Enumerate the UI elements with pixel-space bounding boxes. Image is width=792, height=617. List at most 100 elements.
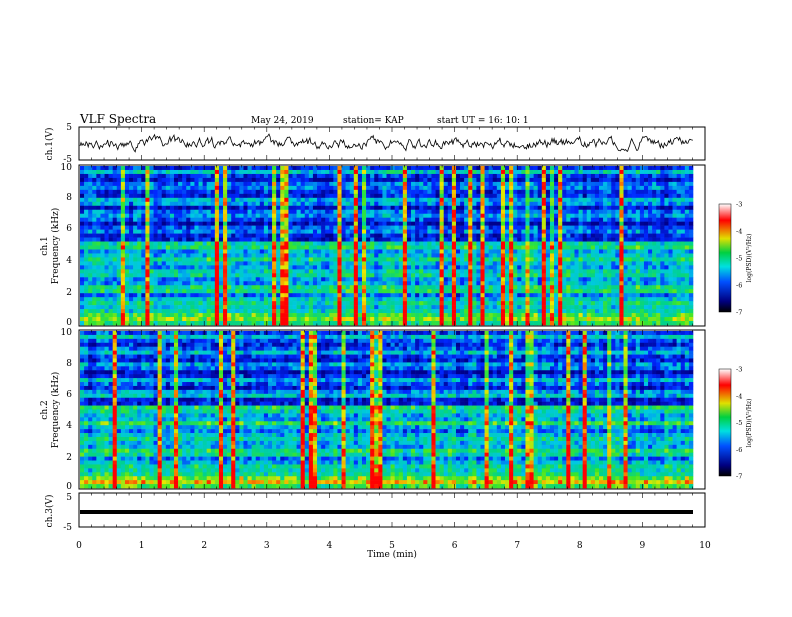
spectrogram-cell — [116, 225, 122, 230]
spectrogram-cell — [292, 197, 297, 203]
spectrogram-cell — [406, 317, 412, 322]
spectrogram-cell — [537, 241, 543, 246]
spectrogram-cell — [492, 205, 498, 211]
spectrogram-cell — [272, 177, 277, 183]
spectrogram-cell — [214, 261, 220, 266]
spectrogram-cell — [374, 257, 379, 262]
spectrogram-cell — [235, 201, 240, 207]
spectrogram-cell — [345, 241, 351, 246]
spectrogram-cell — [509, 185, 514, 191]
spectrogram-cell — [288, 166, 293, 171]
spectrogram-cell — [398, 293, 404, 298]
spectrogram-cell — [100, 181, 105, 187]
spectrogram-cell — [484, 193, 489, 199]
spectrogram-cell — [153, 249, 158, 254]
spectrogram-cell — [341, 241, 346, 246]
spectrogram-cell — [455, 249, 461, 254]
spectrogram-cell — [259, 241, 265, 246]
spectrogram-cell — [280, 181, 285, 187]
spectrogram-cell — [92, 185, 97, 191]
spectrogram-cell — [169, 169, 175, 175]
spectrogram-cell — [513, 321, 518, 326]
spectrogram-cell — [549, 233, 555, 238]
spectrogram-cell — [92, 293, 97, 298]
spectrogram-cell — [451, 265, 457, 270]
spectrogram-cell — [488, 221, 494, 226]
spectrogram-cell — [431, 189, 436, 195]
spectrogram-cell — [374, 177, 379, 183]
spectrogram-cell — [521, 213, 526, 218]
spectrogram-cell — [169, 257, 175, 262]
spectrogram-cell — [509, 265, 514, 270]
spectrogram-cell — [243, 197, 248, 203]
spectrogram-cell — [190, 289, 195, 294]
spectrogram-cell — [231, 249, 236, 254]
spectrogram-cell — [406, 245, 412, 250]
spectrogram-cell — [361, 169, 367, 175]
spectrogram-cell — [227, 225, 232, 230]
spectrogram-cell — [116, 189, 122, 195]
spectrogram-cell — [239, 193, 244, 199]
spectrogram-cell — [141, 293, 146, 298]
spectrogram-cell — [509, 166, 514, 171]
spectrogram-cell — [513, 265, 518, 270]
spectrogram-cell — [533, 177, 539, 183]
spectrogram-cell — [308, 233, 314, 238]
spectrogram-cell — [100, 213, 105, 218]
spectrogram-cell — [374, 205, 379, 211]
spectrogram-cell — [492, 241, 498, 246]
spectrogram-cell — [505, 245, 510, 250]
spectrogram-cell — [558, 233, 563, 238]
spectrogram-cell — [353, 169, 359, 175]
spectrogram-cell — [276, 249, 281, 254]
spectrogram-cell — [402, 229, 408, 234]
spectrogram-cell — [214, 313, 220, 318]
spectrogram-cell — [198, 257, 203, 262]
spectrogram-cell — [239, 201, 244, 207]
spectrogram-cell — [529, 237, 534, 242]
spectrogram-cell — [357, 205, 363, 211]
spectrogram-cell — [345, 249, 351, 254]
spectrogram-cell — [329, 169, 334, 175]
spectrogram-cell — [562, 309, 567, 314]
spectrogram-cell — [386, 273, 391, 278]
spectrogram-cell — [582, 289, 588, 294]
spectrogram-cell — [133, 285, 138, 290]
spectrogram-cell — [104, 305, 109, 310]
spectrogram-cell — [345, 229, 351, 234]
spectrogram-cell — [333, 166, 338, 171]
spectrogram-cell — [145, 166, 150, 171]
spectrogram-cell — [443, 201, 449, 207]
spectrogram-cell — [464, 321, 469, 326]
spectrogram-cell — [525, 273, 530, 278]
spectrogram-cell — [165, 197, 171, 203]
spectrogram-cell — [304, 225, 310, 230]
spectrogram-cell — [370, 241, 375, 246]
spectrogram-cell — [120, 317, 126, 322]
spectrogram-cell — [480, 309, 485, 314]
spectrogram-cell — [308, 261, 314, 266]
spectrogram-cell — [529, 265, 534, 270]
spectrogram-cell — [186, 169, 191, 175]
spectrogram-cell — [545, 309, 551, 314]
spectrogram-cell — [402, 257, 408, 262]
spectrogram-cell — [280, 221, 285, 226]
spectrogram-cell — [386, 209, 391, 214]
spectrogram-cell — [570, 321, 575, 326]
spectrogram-cell — [198, 297, 203, 302]
spectrogram-cell — [525, 166, 530, 171]
spectrogram-cell — [145, 245, 150, 250]
spectrogram-cell — [570, 225, 575, 230]
spectrogram-cell — [296, 261, 301, 266]
spectrogram-cell — [227, 166, 232, 171]
spectrogram-cell — [116, 257, 122, 262]
spectrogram-cell — [341, 213, 346, 218]
spectrogram-cell — [337, 193, 342, 199]
spectrogram-cell — [280, 173, 285, 179]
spectrogram-cell — [533, 205, 539, 211]
spectrogram-cell — [120, 285, 126, 290]
spectrogram-cell — [153, 305, 158, 310]
spectrogram-cell — [415, 257, 420, 262]
spectrogram-cell — [443, 189, 449, 195]
spectrogram-cell — [304, 289, 310, 294]
